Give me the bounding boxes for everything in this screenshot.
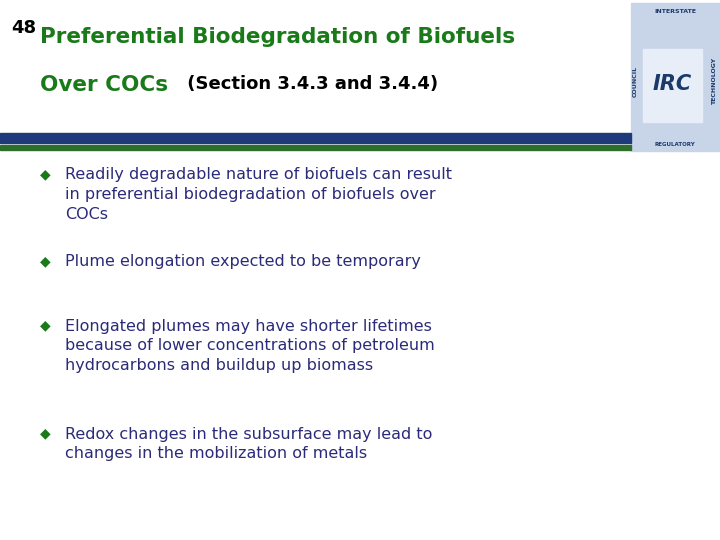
Text: 48: 48: [11, 19, 36, 37]
Text: Elongated plumes may have shorter lifetimes
because of lower concentrations of p: Elongated plumes may have shorter lifeti…: [65, 319, 435, 373]
Text: Over COCs: Over COCs: [40, 75, 168, 94]
Bar: [643, 49, 702, 122]
Text: Readily degradable nature of biofuels can result
in preferential biodegradation : Readily degradable nature of biofuels ca…: [65, 167, 452, 222]
Bar: [0, 145, 631, 150]
Text: ◆: ◆: [40, 319, 50, 333]
Text: INTERSTATE: INTERSTATE: [654, 9, 696, 14]
Text: IRC: IRC: [653, 73, 692, 94]
Text: TECHNOLOGY: TECHNOLOGY: [713, 57, 717, 105]
Text: ◆: ◆: [40, 427, 50, 441]
Bar: [0, 133, 631, 143]
Text: ◆: ◆: [40, 254, 50, 268]
Text: ◆: ◆: [40, 167, 50, 181]
Text: (Section 3.4.3 and 3.4.4): (Section 3.4.3 and 3.4.4): [181, 75, 438, 92]
Text: Preferential Biodegradation of Biofuels: Preferential Biodegradation of Biofuels: [40, 27, 515, 47]
Text: Plume elongation expected to be temporary: Plume elongation expected to be temporar…: [65, 254, 420, 269]
Text: COUNCIL: COUNCIL: [633, 65, 637, 97]
Text: REGULATORY: REGULATORY: [655, 143, 696, 147]
Text: Redox changes in the subsurface may lead to
changes in the mobilization of metal: Redox changes in the subsurface may lead…: [65, 427, 432, 461]
Bar: [631, 3, 720, 151]
